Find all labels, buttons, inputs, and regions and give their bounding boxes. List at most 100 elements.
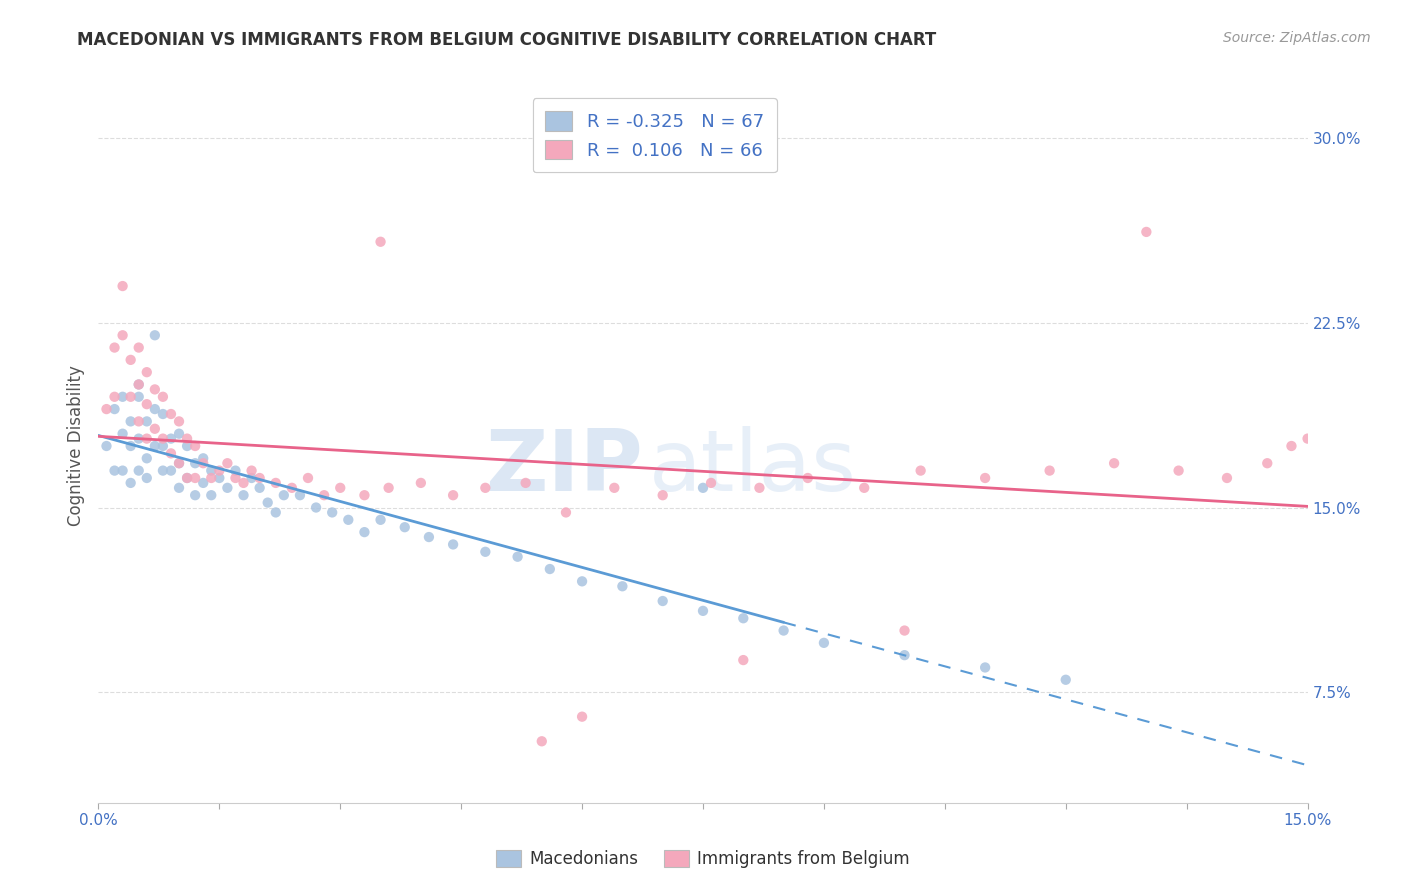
Point <box>409 475 432 490</box>
Point <box>193 475 215 490</box>
Point <box>1135 225 1157 239</box>
Point <box>184 471 207 485</box>
Point <box>143 383 166 397</box>
Point <box>200 471 222 485</box>
Point <box>128 464 150 478</box>
Point <box>264 505 287 519</box>
Point <box>329 481 352 495</box>
Point <box>733 611 755 625</box>
Point <box>1054 673 1077 687</box>
Point <box>152 407 174 421</box>
Point <box>152 439 174 453</box>
Point <box>128 390 150 404</box>
Point <box>152 390 174 404</box>
Point <box>506 549 529 564</box>
Text: ZIP: ZIP <box>485 425 643 509</box>
Point <box>1281 439 1303 453</box>
Point <box>1102 456 1125 470</box>
Point <box>224 471 246 485</box>
Point <box>120 414 142 428</box>
Legend: R = -0.325   N = 67, R =  0.106   N = 66: R = -0.325 N = 67, R = 0.106 N = 66 <box>533 98 776 172</box>
Point <box>1167 464 1189 478</box>
Point <box>772 624 794 638</box>
Point <box>249 471 271 485</box>
Point <box>692 481 714 495</box>
Point <box>176 471 198 485</box>
Point <box>232 488 254 502</box>
Point <box>184 439 207 453</box>
Point <box>160 432 183 446</box>
Point <box>893 624 915 638</box>
Point <box>143 422 166 436</box>
Point <box>612 579 634 593</box>
Point <box>143 439 166 453</box>
Point <box>103 464 125 478</box>
Point <box>143 402 166 417</box>
Point <box>128 377 150 392</box>
Y-axis label: Cognitive Disability: Cognitive Disability <box>66 366 84 526</box>
Point <box>120 390 142 404</box>
Point <box>200 464 222 478</box>
Point <box>135 397 157 411</box>
Point <box>135 432 157 446</box>
Legend: Macedonians, Immigrants from Belgium: Macedonians, Immigrants from Belgium <box>489 843 917 875</box>
Point <box>377 481 399 495</box>
Point <box>571 574 593 589</box>
Point <box>353 488 375 502</box>
Point <box>167 456 190 470</box>
Point <box>103 390 125 404</box>
Point <box>111 279 134 293</box>
Point <box>314 488 336 502</box>
Point <box>152 432 174 446</box>
Point <box>217 481 239 495</box>
Point <box>281 481 304 495</box>
Point <box>474 545 496 559</box>
Point <box>370 235 392 249</box>
Point <box>813 636 835 650</box>
Point <box>474 481 496 495</box>
Point <box>176 471 198 485</box>
Point <box>160 464 183 478</box>
Point <box>111 390 134 404</box>
Point <box>167 426 190 441</box>
Point <box>193 451 215 466</box>
Point <box>571 709 593 723</box>
Point <box>128 414 150 428</box>
Point <box>288 488 311 502</box>
Point <box>135 365 157 379</box>
Point <box>305 500 328 515</box>
Point <box>96 402 118 417</box>
Point <box>974 660 997 674</box>
Point <box>160 407 183 421</box>
Text: atlas: atlas <box>648 425 856 509</box>
Point <box>1039 464 1062 478</box>
Point <box>1256 456 1278 470</box>
Point <box>176 432 198 446</box>
Point <box>193 456 215 470</box>
Point <box>232 475 254 490</box>
Point <box>394 520 416 534</box>
Point <box>530 734 553 748</box>
Point <box>120 475 142 490</box>
Point <box>853 481 876 495</box>
Point <box>603 481 626 495</box>
Point <box>538 562 561 576</box>
Point <box>748 481 770 495</box>
Point <box>441 488 464 502</box>
Point <box>143 328 166 343</box>
Point <box>184 488 207 502</box>
Point <box>733 653 755 667</box>
Point <box>418 530 440 544</box>
Point <box>167 456 190 470</box>
Point <box>651 488 673 502</box>
Point <box>256 495 278 509</box>
Point <box>208 464 231 478</box>
Point <box>441 537 464 551</box>
Point <box>135 451 157 466</box>
Point <box>176 439 198 453</box>
Point <box>160 446 183 460</box>
Point <box>297 471 319 485</box>
Point <box>167 481 190 495</box>
Point <box>103 341 125 355</box>
Point <box>224 464 246 478</box>
